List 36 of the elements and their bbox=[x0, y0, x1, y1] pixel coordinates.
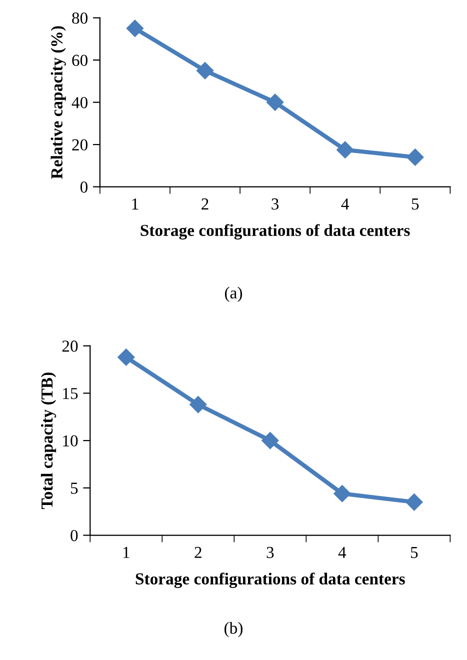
y-tick-label: 60 bbox=[72, 54, 88, 66]
x-tick-label: 3 bbox=[266, 546, 274, 558]
x-tick-label: 4 bbox=[338, 546, 346, 558]
y-tick-label: 40 bbox=[72, 97, 88, 108]
y-tick-label: 0 bbox=[70, 530, 78, 542]
text: (b) bbox=[224, 622, 242, 638]
y-tick-label: 15 bbox=[63, 388, 78, 400]
point bbox=[334, 485, 351, 502]
y-tick-label: 0 bbox=[80, 181, 88, 193]
y-tick-label: 80 bbox=[72, 12, 88, 24]
point bbox=[118, 348, 135, 366]
x-tick-label: 5 bbox=[410, 547, 418, 558]
y-tick-label: 20 bbox=[62, 340, 78, 352]
point bbox=[190, 396, 207, 414]
x-tick-label: 2 bbox=[194, 546, 202, 558]
x-axis-title: Storage configurations of data centers bbox=[136, 572, 405, 588]
point bbox=[406, 148, 424, 166]
y-tick-label: 20 bbox=[72, 139, 88, 150]
y-axis-title: Relative capacity (%) bbox=[50, 26, 66, 179]
x-tick-label: 4 bbox=[341, 198, 350, 210]
x-tick-label: 1 bbox=[132, 198, 138, 210]
y-tick-label: 5 bbox=[70, 482, 78, 494]
point bbox=[126, 20, 144, 37]
point bbox=[262, 432, 279, 450]
x-axis-title: Storage configurations of data centers bbox=[140, 224, 410, 240]
point bbox=[406, 494, 423, 511]
point bbox=[266, 94, 284, 111]
x-tick-label: 3 bbox=[272, 198, 279, 210]
x-tick-label: 1 bbox=[123, 546, 130, 558]
point bbox=[196, 62, 214, 80]
x-tick-label: 2 bbox=[202, 198, 208, 210]
y-tick-label: 10 bbox=[63, 435, 78, 446]
x-tick-label: 5 bbox=[412, 198, 419, 210]
y-axis-title: Total capacity (TB) bbox=[40, 372, 56, 509]
point bbox=[336, 141, 354, 158]
text: (a) bbox=[224, 286, 242, 302]
